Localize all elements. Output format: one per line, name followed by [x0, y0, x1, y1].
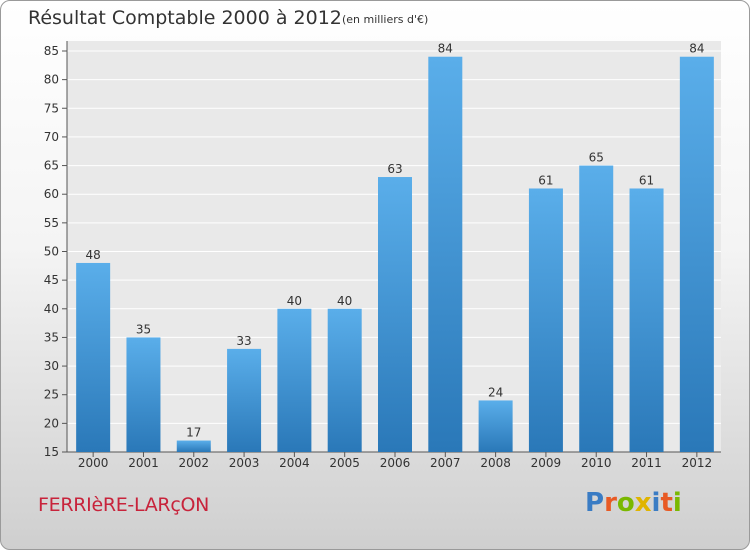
logo-letter: x	[634, 488, 652, 518]
bar	[629, 188, 664, 452]
proxiti-logo: Proxiti	[585, 488, 682, 518]
y-tick-label: 20	[44, 416, 59, 430]
data-label: 84	[438, 42, 453, 56]
y-tick-label: 25	[44, 388, 59, 402]
x-tick-label: 2008	[480, 456, 511, 470]
x-tick-label: 2010	[581, 456, 612, 470]
y-tick-label: 15	[44, 445, 59, 459]
data-label: 40	[337, 294, 352, 308]
logo-letter: i	[651, 488, 661, 518]
data-label: 61	[538, 173, 553, 187]
bar	[579, 165, 614, 453]
data-label: 24	[488, 385, 503, 399]
x-tick-label: 2012	[682, 456, 713, 470]
logo-letter: t	[660, 488, 673, 518]
y-tick-label: 80	[44, 73, 59, 87]
commune-name: FERRIèRE-LARçON	[38, 494, 210, 516]
x-tick-label: 2004	[279, 456, 310, 470]
y-tick-label: 55	[44, 216, 59, 230]
x-tick-label: 2002	[178, 456, 209, 470]
x-tick-label: 2001	[128, 456, 159, 470]
logo-letter: P	[585, 488, 605, 518]
chart-subtitle: (en milliers d'€)	[342, 13, 429, 26]
x-tick-label: 2000	[78, 456, 109, 470]
y-tick-label: 70	[44, 130, 59, 144]
y-tick-label: 65	[44, 159, 59, 173]
y-tick-label: 45	[44, 273, 59, 287]
x-tick-label: 2006	[380, 456, 411, 470]
y-tick-label: 40	[44, 302, 59, 316]
x-tick-label: 2009	[531, 456, 562, 470]
bar	[428, 56, 463, 452]
y-tick-label: 60	[44, 187, 59, 201]
bar	[277, 308, 312, 452]
bar	[176, 440, 211, 452]
logo-letter: r	[604, 488, 617, 518]
y-tick-label: 35	[44, 330, 59, 344]
x-tick-label: 2003	[229, 456, 260, 470]
y-tick-label: 75	[44, 101, 59, 115]
data-label: 17	[186, 426, 201, 440]
bar	[679, 56, 714, 452]
bar	[126, 337, 161, 452]
logo-letter: o	[616, 488, 635, 518]
bar	[227, 348, 262, 452]
data-label: 63	[387, 162, 402, 176]
chart-title: Résultat Comptable 2000 à 2012	[28, 7, 342, 29]
data-label: 48	[86, 248, 101, 262]
x-tick-label: 2005	[329, 456, 360, 470]
logo-letter: i	[672, 488, 682, 518]
data-label: 65	[589, 151, 604, 165]
y-tick-label: 30	[44, 359, 59, 373]
y-tick-label: 85	[44, 44, 59, 58]
data-label: 40	[287, 294, 302, 308]
data-label: 35	[136, 322, 151, 336]
bar	[76, 262, 111, 452]
data-label: 33	[236, 334, 251, 348]
bar	[528, 188, 563, 452]
y-tick-label: 50	[44, 245, 59, 259]
bar	[378, 177, 412, 452]
bar	[327, 308, 362, 452]
x-tick-label: 2007	[430, 456, 461, 470]
x-tick-label: 2011	[631, 456, 662, 470]
bar	[478, 400, 513, 452]
data-label: 84	[689, 42, 704, 56]
data-label: 61	[639, 173, 654, 187]
